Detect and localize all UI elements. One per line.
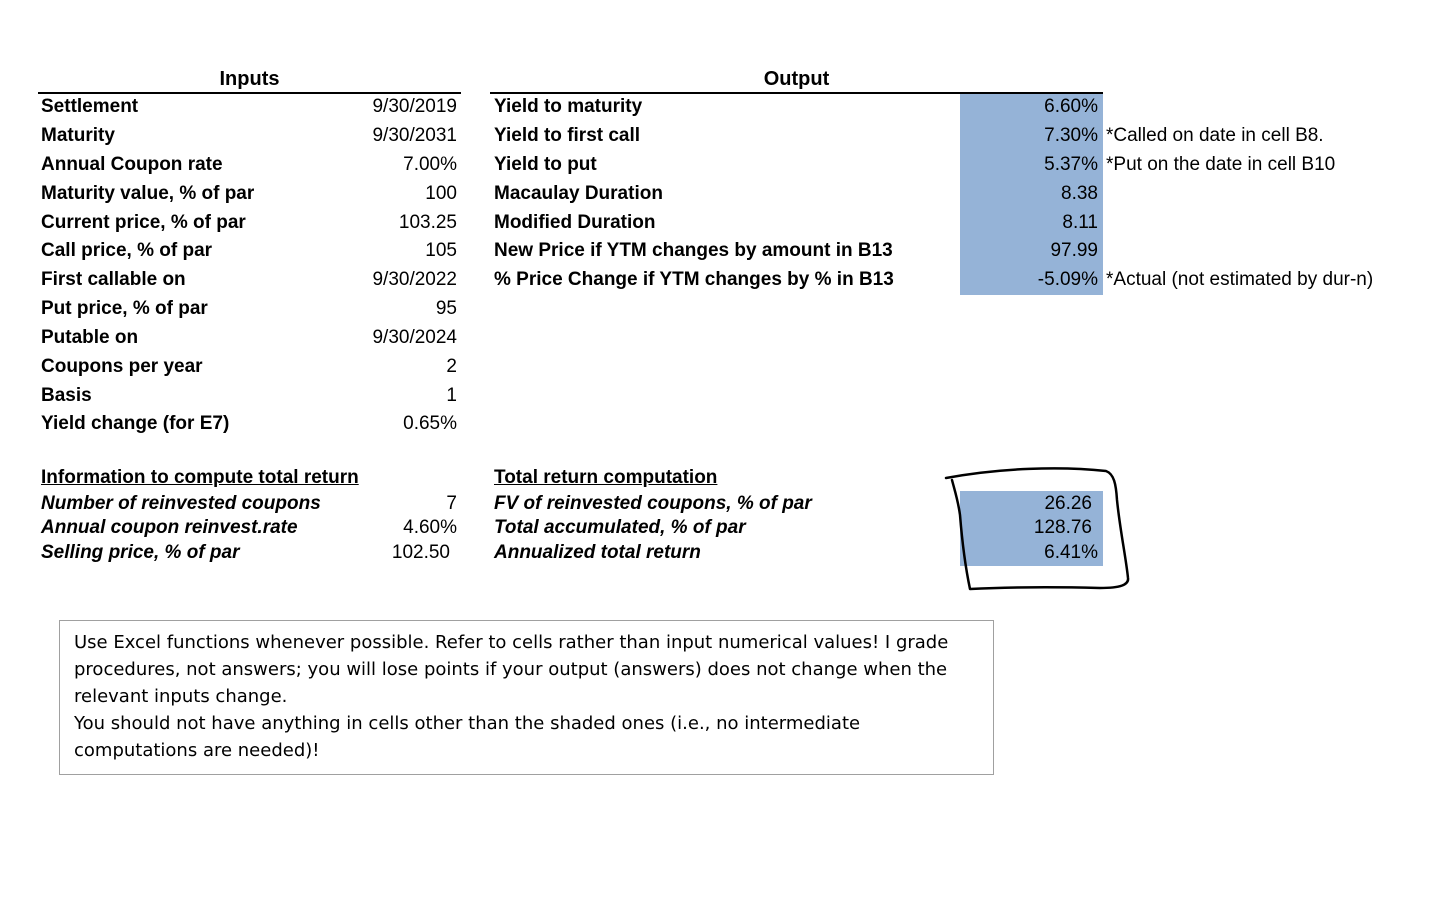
output-label-new-price: New Price if YTM changes by amount in B1… [494,240,893,261]
input-label-settlement: Settlement [41,96,139,117]
input-value-current-price[interactable]: 103.25 [398,212,457,233]
total-return-shaded-cells [960,491,1103,566]
input-value-put-price[interactable]: 95 [435,298,457,319]
input-label-first-callable: First callable on [41,269,186,290]
output-label-macaulay: Macaulay Duration [494,183,663,204]
input-value-basis[interactable]: 1 [446,385,457,406]
input-label-yield-change: Yield change (for E7) [41,413,230,434]
output-value-price-change[interactable]: -5.09% [1037,269,1098,290]
input-label-coupon-rate: Annual Coupon rate [41,154,223,175]
output-note-price-change: *Actual (not estimated by dur-n) [1106,269,1374,290]
computation-value-fv-coupons[interactable]: 26.26 [1044,493,1092,514]
input-value-yield-change[interactable]: 0.65% [403,413,457,434]
output-label-modified: Modified Duration [494,212,656,233]
input-label-basis: Basis [41,385,92,406]
input-value-putable-on[interactable]: 9/30/2024 [372,327,457,348]
output-value-new-price[interactable]: 97.99 [1050,240,1098,261]
output-note-ytc: *Called on date in cell B8. [1106,125,1324,146]
input-value-coupon-rate[interactable]: 7.00% [403,154,457,175]
inputs-header-rule [38,92,461,94]
input-value-maturity-value[interactable]: 100 [425,183,457,204]
info-value-reinvest-rate[interactable]: 4.60% [403,517,457,538]
computation-value-annualized-return[interactable]: 6.41% [1044,542,1098,563]
input-label-put-price: Put price, % of par [41,298,208,319]
output-label-ytm: Yield to maturity [494,96,643,117]
info-value-reinvested-coupons[interactable]: 7 [446,493,457,514]
inputs-header: Inputs [219,68,280,90]
info-label-reinvested-coupons: Number of reinvested coupons [41,493,321,514]
instructions-paragraph-1: Use Excel functions whenever possible. R… [74,632,949,707]
output-note-ytp: *Put on the date in cell B10 [1106,154,1336,175]
output-value-ytm[interactable]: 6.60% [1044,96,1098,117]
output-header: Output [763,68,830,90]
output-header-rule [490,92,1103,94]
instructions-box: Use Excel functions whenever possible. R… [59,620,994,775]
input-label-maturity: Maturity [41,125,115,146]
computation-value-total-accumulated[interactable]: 128.76 [1033,517,1092,538]
total-return-info-header: Information to compute total return [41,467,359,488]
computation-label-annualized-return: Annualized total return [494,542,701,563]
input-value-first-callable[interactable]: 9/30/2022 [372,269,457,290]
input-value-settlement[interactable]: 9/30/2019 [372,96,457,117]
input-label-maturity-value: Maturity value, % of par [41,183,255,204]
input-value-coupons-per-year[interactable]: 2 [446,356,457,377]
output-value-ytp[interactable]: 5.37% [1044,154,1098,175]
output-shaded-cells [960,94,1103,295]
computation-label-total-accumulated: Total accumulated, % of par [494,517,746,538]
computation-label-fv-coupons: FV of reinvested coupons, % of par [494,493,812,514]
output-label-ytc: Yield to first call [494,125,641,146]
info-label-selling-price: Selling price, % of par [41,542,240,563]
total-return-computation-header: Total return computation [494,467,718,488]
output-value-ytc[interactable]: 7.30% [1044,125,1098,146]
input-label-coupons-per-year: Coupons per year [41,356,203,377]
info-label-reinvest-rate: Annual coupon reinvest.rate [41,517,298,538]
info-value-selling-price[interactable]: 102.50 [391,542,450,563]
input-value-maturity[interactable]: 9/30/2031 [372,125,457,146]
input-label-putable-on: Putable on [41,327,139,348]
input-label-current-price: Current price, % of par [41,212,246,233]
output-value-macaulay[interactable]: 8.38 [1061,183,1098,204]
input-value-call-price[interactable]: 105 [425,240,457,261]
input-label-call-price: Call price, % of par [41,240,213,261]
output-label-price-change: % Price Change if YTM changes by % in B1… [494,269,894,290]
output-label-ytp: Yield to put [494,154,597,175]
instructions-paragraph-2: You should not have anything in cells ot… [74,713,861,761]
output-value-modified[interactable]: 8.11 [1062,212,1098,233]
